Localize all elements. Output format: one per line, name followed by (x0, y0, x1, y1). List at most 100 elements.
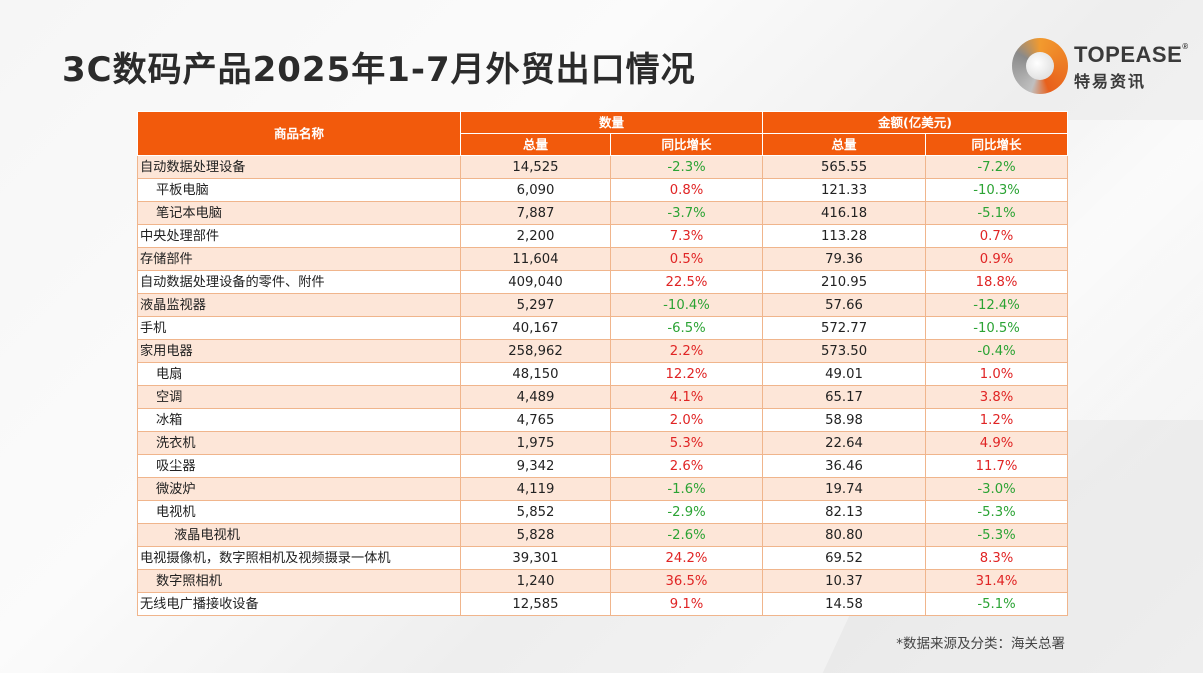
header-amount-group: 金额(亿美元) (762, 111, 1069, 134)
product-name-cell: 自动数据处理设备的零件、附件 (137, 270, 461, 294)
qty-yoy-cell: -2.9% (609, 500, 764, 524)
table-row: 微波炉 4,119 -1.6% 19.74 -3.0% (137, 477, 1069, 501)
table-row: 数字照相机 1,240 36.5% 10.37 31.4% (137, 569, 1069, 593)
amt-yoy-cell: -10.5% (925, 316, 1069, 340)
amt-total-cell: 82.13 (762, 500, 927, 524)
amt-yoy-cell: 1.2% (925, 408, 1069, 432)
qty-yoy-cell: 7.3% (609, 224, 764, 248)
qty-total-cell: 4,765 (460, 408, 611, 432)
qty-yoy-cell: 4.1% (609, 385, 764, 409)
qty-yoy-cell: 12.2% (609, 362, 764, 386)
product-name-cell: 电视摄像机，数字照相机及视频摄录一体机 (137, 546, 461, 570)
qty-yoy-cell: -2.3% (609, 155, 764, 179)
product-name-cell: 中央处理部件 (137, 224, 461, 248)
amt-yoy-cell: -5.1% (925, 201, 1069, 225)
amt-yoy-cell: -5.3% (925, 500, 1069, 524)
qty-total-cell: 40,167 (460, 316, 611, 340)
amt-yoy-cell: -3.0% (925, 477, 1069, 501)
qty-total-cell: 5,852 (460, 500, 611, 524)
amt-total-cell: 22.64 (762, 431, 927, 455)
amt-total-cell: 14.58 (762, 592, 927, 616)
qty-total-cell: 2,200 (460, 224, 611, 248)
amt-yoy-cell: -10.3% (925, 178, 1069, 202)
source-note: *数据来源及分类：海关总署 (896, 636, 1065, 652)
amt-total-cell: 10.37 (762, 569, 927, 593)
qty-total-cell: 4,489 (460, 385, 611, 409)
qty-yoy-cell: 24.2% (609, 546, 764, 570)
amt-yoy-cell: 8.3% (925, 546, 1069, 570)
header-qty-yoy: 同比增长 (609, 133, 764, 156)
amt-total-cell: 49.01 (762, 362, 927, 386)
qty-total-cell: 9,342 (460, 454, 611, 478)
amt-total-cell: 80.80 (762, 523, 927, 547)
product-name-cell: 平板电脑 (137, 178, 461, 202)
product-name-cell: 液晶电视机 (137, 523, 461, 547)
qty-total-cell: 5,297 (460, 293, 611, 317)
product-name-cell: 存储部件 (137, 247, 461, 271)
amt-yoy-cell: 31.4% (925, 569, 1069, 593)
page-title: 3C数码产品2025年1-7月外贸出口情况 (62, 50, 696, 90)
qty-yoy-cell: 36.5% (609, 569, 764, 593)
product-name-cell: 微波炉 (137, 477, 461, 501)
logo-brand-cn: 特易资讯 (1074, 72, 1147, 91)
product-name-cell: 数字照相机 (137, 569, 461, 593)
product-name-cell: 手机 (137, 316, 461, 340)
qty-total-cell: 14,525 (460, 155, 611, 179)
amt-yoy-cell: 11.7% (925, 454, 1069, 478)
logo-brand-en: TOPEASE® (1074, 42, 1189, 67)
amt-total-cell: 121.33 (762, 178, 927, 202)
qty-yoy-cell: 2.2% (609, 339, 764, 363)
table-row: 无线电广播接收设备 12,585 9.1% 14.58 -5.1% (137, 592, 1069, 616)
table-row: 自动数据处理设备的零件、附件 409,040 22.5% 210.95 18.8% (137, 270, 1069, 294)
table-row: 家用电器 258,962 2.2% 573.50 -0.4% (137, 339, 1069, 363)
qty-total-cell: 12,585 (460, 592, 611, 616)
table-row: 中央处理部件 2,200 7.3% 113.28 0.7% (137, 224, 1069, 248)
table-row: 手机 40,167 -6.5% 572.77 -10.5% (137, 316, 1069, 340)
logo-ring-icon (1012, 38, 1068, 94)
amt-total-cell: 210.95 (762, 270, 927, 294)
header-qty-total: 总量 (460, 133, 611, 156)
product-name-cell: 无线电广播接收设备 (137, 592, 461, 616)
table-row: 平板电脑 6,090 0.8% 121.33 -10.3% (137, 178, 1069, 202)
amt-total-cell: 19.74 (762, 477, 927, 501)
amt-yoy-cell: -5.3% (925, 523, 1069, 547)
qty-total-cell: 7,887 (460, 201, 611, 225)
product-name-cell: 空调 (137, 385, 461, 409)
amt-total-cell: 69.52 (762, 546, 927, 570)
qty-total-cell: 6,090 (460, 178, 611, 202)
qty-yoy-cell: 5.3% (609, 431, 764, 455)
qty-total-cell: 4,119 (460, 477, 611, 501)
header-amt-total: 总量 (762, 133, 927, 156)
table-row: 洗衣机 1,975 5.3% 22.64 4.9% (137, 431, 1069, 455)
product-name-cell: 吸尘器 (137, 454, 461, 478)
qty-yoy-cell: 2.6% (609, 454, 764, 478)
table-row: 电视摄像机，数字照相机及视频摄录一体机 39,301 24.2% 69.52 8.3% (137, 546, 1069, 570)
table-body: 自动数据处理设备 14,525 -2.3% 565.55 -7.2% 平板电脑 6,090 0… (137, 155, 1069, 616)
qty-yoy-cell: -1.6% (609, 477, 764, 501)
table-row: 空调 4,489 4.1% 65.17 3.8% (137, 385, 1069, 409)
amt-total-cell: 58.98 (762, 408, 927, 432)
qty-total-cell: 5,828 (460, 523, 611, 547)
amt-total-cell: 57.66 (762, 293, 927, 317)
table-row: 电视机 5,852 -2.9% 82.13 -5.3% (137, 500, 1069, 524)
product-name-cell: 液晶监视器 (137, 293, 461, 317)
amt-total-cell: 565.55 (762, 155, 927, 179)
amt-total-cell: 573.50 (762, 339, 927, 363)
qty-total-cell: 258,962 (460, 339, 611, 363)
qty-yoy-cell: 2.0% (609, 408, 764, 432)
qty-yoy-cell: -6.5% (609, 316, 764, 340)
qty-yoy-cell: -3.7% (609, 201, 764, 225)
product-name-cell: 冰箱 (137, 408, 461, 432)
amt-yoy-cell: 18.8% (925, 270, 1069, 294)
amt-yoy-cell: 0.9% (925, 247, 1069, 271)
amt-total-cell: 79.36 (762, 247, 927, 271)
amt-yoy-cell: -0.4% (925, 339, 1069, 363)
table-row: 液晶电视机 5,828 -2.6% 80.80 -5.3% (137, 523, 1069, 547)
table-row: 吸尘器 9,342 2.6% 36.46 11.7% (137, 454, 1069, 478)
qty-yoy-cell: 22.5% (609, 270, 764, 294)
qty-total-cell: 39,301 (460, 546, 611, 570)
amt-yoy-cell: 3.8% (925, 385, 1069, 409)
table-row: 电扇 48,150 12.2% 49.01 1.0% (137, 362, 1069, 386)
table-row: 冰箱 4,765 2.0% 58.98 1.2% (137, 408, 1069, 432)
product-name-cell: 洗衣机 (137, 431, 461, 455)
